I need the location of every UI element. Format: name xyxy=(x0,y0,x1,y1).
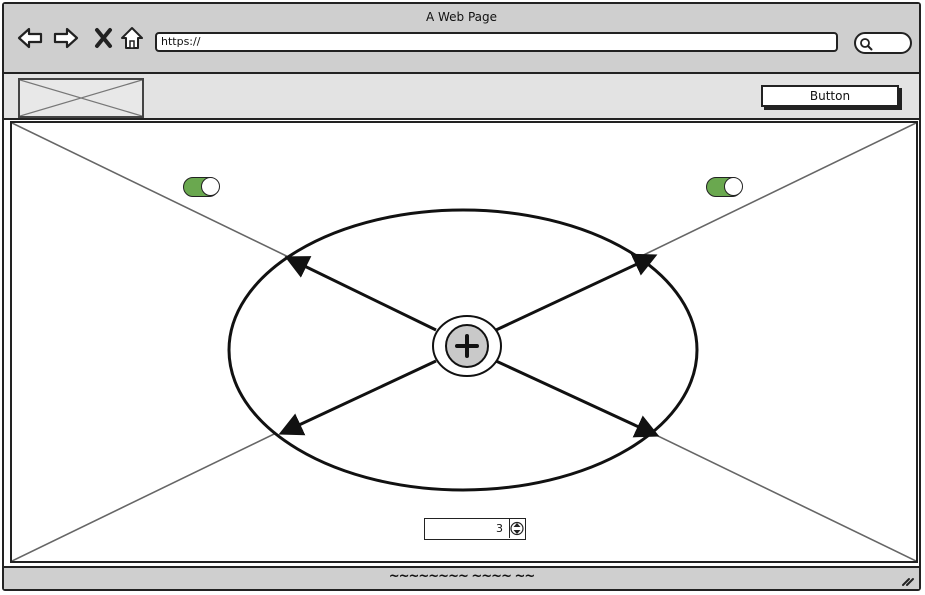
arrow-down-left xyxy=(278,359,437,436)
background-image-placeholder xyxy=(12,123,916,561)
forward-arrow-icon[interactable] xyxy=(52,24,80,52)
window-title: A Web Page xyxy=(425,10,498,24)
image-placeholder-icon xyxy=(20,80,142,116)
stepper-arrows[interactable] xyxy=(509,519,525,538)
back-arrow-icon[interactable] xyxy=(16,24,44,52)
header-button[interactable]: Button xyxy=(761,85,899,107)
title-bar: A Web Page https:// xyxy=(4,4,919,74)
arrow-down-right xyxy=(495,359,660,438)
status-text: ~~~~~~~~ ~~~~ ~~ xyxy=(388,569,536,584)
search-icon xyxy=(860,38,873,51)
close-icon[interactable] xyxy=(90,24,118,52)
up-down-arrows-icon xyxy=(510,521,524,536)
arrow-up-right xyxy=(495,253,658,332)
logo-image-placeholder xyxy=(18,78,144,118)
page-header: Button xyxy=(4,74,919,120)
toggle-switch-right[interactable] xyxy=(706,177,743,197)
toggle-switch-left[interactable] xyxy=(183,177,220,197)
arrow-up-left xyxy=(284,256,437,332)
resize-grip-icon[interactable] xyxy=(901,573,915,587)
search-field[interactable] xyxy=(854,32,912,54)
numeric-stepper[interactable]: 3 xyxy=(424,518,526,540)
status-bar: ~~~~~~~~ ~~~~ ~~ xyxy=(4,566,919,589)
main-canvas: 3 xyxy=(10,121,918,563)
plus-icon[interactable] xyxy=(445,324,489,368)
address-bar[interactable]: https:// xyxy=(155,32,838,52)
stepper-value: 3 xyxy=(496,522,503,535)
home-icon[interactable] xyxy=(118,24,146,52)
